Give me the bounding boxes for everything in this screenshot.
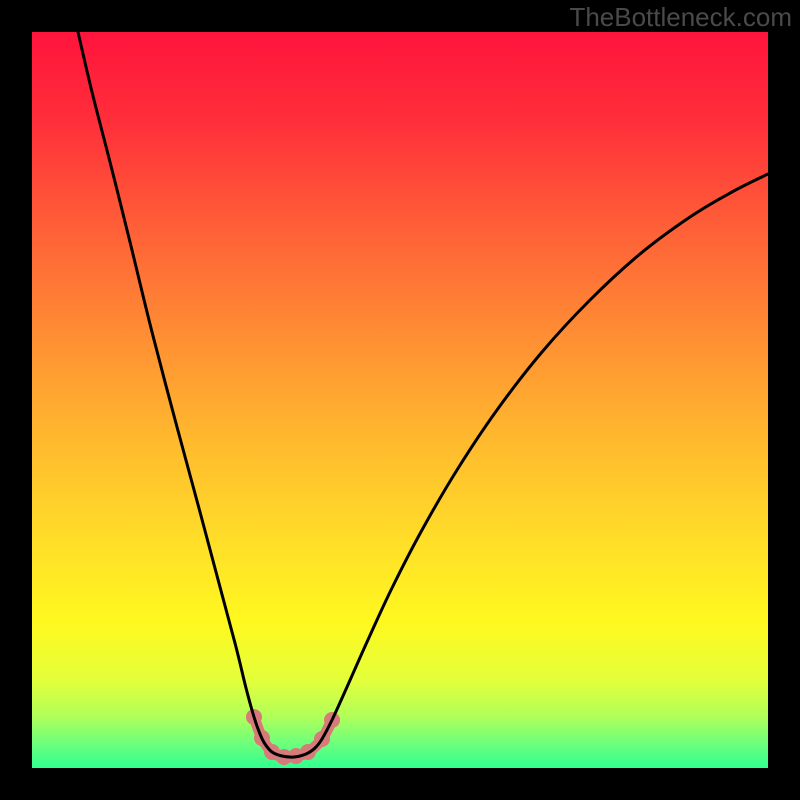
bottleneck-chart (32, 32, 768, 768)
watermark-text: TheBottleneck.com (569, 2, 792, 33)
chart-container: TheBottleneck.com (0, 0, 800, 800)
plot-background (32, 32, 768, 768)
